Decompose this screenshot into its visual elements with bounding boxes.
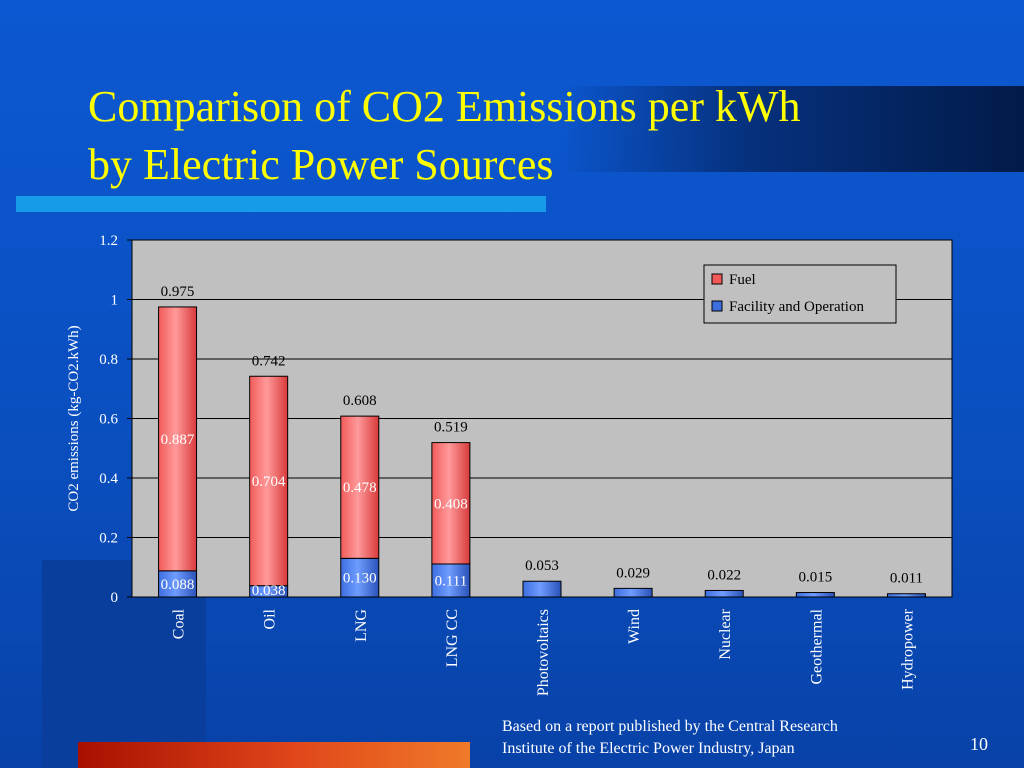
total-label-0: 0.975 (161, 284, 195, 300)
facility-value-label-1: 0.038 (252, 583, 286, 599)
legend-box (704, 265, 896, 323)
category-label-4: Photovoltaics (535, 609, 552, 696)
y-tick-label: 0 (111, 590, 119, 606)
facility-value-label-0: 0.088 (161, 577, 195, 593)
y-tick-label: 0.4 (99, 471, 118, 487)
total-label-1: 0.742 (252, 353, 286, 369)
category-label-2: LNG (353, 609, 370, 642)
slide-title-line-2: by Electric Power Sources (88, 140, 554, 189)
total-label-2: 0.608 (343, 393, 377, 409)
bar-fuel-2 (340, 415, 380, 559)
source-footnote: Based on a report published by the Centr… (502, 716, 942, 760)
page-number: 10 (970, 734, 988, 754)
bar-fuel-1 (249, 375, 289, 587)
y-tick-label: 1.2 (99, 233, 118, 249)
legend-label-1: Facility and Operation (729, 299, 864, 315)
footnote-line-1: Based on a report published by the Centr… (502, 718, 838, 735)
title-shadow-band (560, 86, 1024, 172)
total-label-5: 0.029 (616, 565, 650, 581)
bar-facility-7 (795, 592, 835, 598)
y-tick-label: 0.6 (99, 412, 118, 428)
bar-facility-5 (613, 587, 653, 598)
legend-swatch-1 (711, 300, 723, 312)
bar-fuel-0 (158, 306, 198, 572)
footnote-line-2: Institute of the Electric Power Industry… (502, 740, 795, 757)
facility-value-label-3: 0.111 (435, 573, 468, 589)
slide-title-line-1: Comparison of CO2 Emissions per kWh (88, 82, 801, 131)
chart-legend: Fuel Facility and Operation (704, 265, 896, 323)
fuel-value-label-0: 0.887 (161, 432, 195, 448)
bar-facility-8 (886, 593, 926, 598)
bar-fuel-3 (431, 442, 471, 565)
total-label-8: 0.011 (890, 571, 923, 587)
slide-title: Comparison of CO2 Emissions per kWh by E… (88, 78, 988, 194)
title-underline-bar (16, 196, 546, 212)
legend-label-0: Fuel (729, 272, 756, 288)
legend-border (703, 264, 897, 324)
fuel-value-label-2: 0.478 (343, 480, 377, 496)
total-label-6: 0.022 (707, 567, 741, 583)
legend-swatch-0 (711, 273, 723, 285)
bottom-accent-bar (78, 742, 470, 768)
total-label-4: 0.053 (525, 558, 559, 574)
fuel-value-label-1: 0.704 (252, 474, 286, 490)
facility-value-label-2: 0.130 (343, 571, 377, 587)
y-axis-label: CO2 emissions (kg-CO2.kWh) (66, 325, 82, 511)
category-label-8: Hydropower (899, 608, 916, 690)
bar-facility-0 (158, 570, 198, 598)
category-label-3: LNG CC (444, 609, 461, 667)
total-label-7: 0.015 (798, 570, 832, 586)
bar-facility-4 (522, 580, 562, 598)
category-label-6: Nuclear (717, 608, 734, 659)
fuel-value-label-3: 0.408 (434, 496, 468, 512)
total-label-3: 0.519 (434, 420, 468, 436)
y-tick-label: 0.8 (99, 352, 118, 368)
category-label-7: Geothermal (808, 608, 825, 684)
category-label-0: Coal (171, 608, 188, 639)
bar-facility-2 (340, 557, 380, 598)
category-label-1: Oil (262, 608, 279, 629)
y-tick-label: 1 (111, 293, 119, 309)
category-label-5: Wind (626, 609, 643, 644)
y-tick-label: 0.2 (99, 531, 118, 547)
bar-facility-6 (704, 589, 744, 598)
